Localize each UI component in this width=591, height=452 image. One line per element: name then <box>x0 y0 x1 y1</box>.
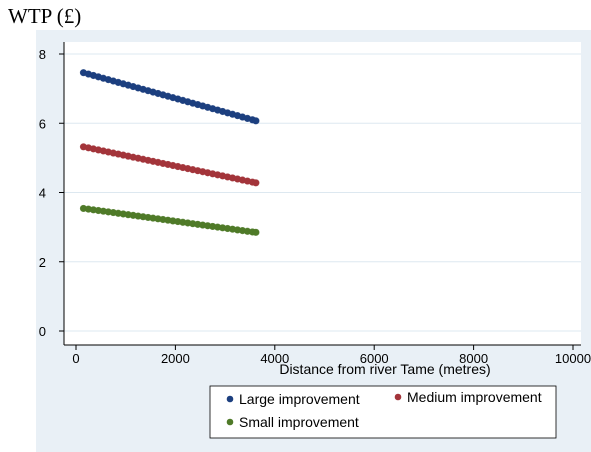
y-axis-label: WTP (£) <box>8 4 81 29</box>
legend-label: Small improvement <box>239 414 359 430</box>
data-point <box>253 229 260 236</box>
legend-label: Medium improvement <box>407 389 542 405</box>
data-point <box>253 180 260 187</box>
x-tick-label: 0 <box>72 351 79 366</box>
x-tick-label: 2000 <box>161 351 190 366</box>
y-tick-label: 4 <box>39 186 46 201</box>
legend-marker <box>227 396 234 403</box>
data-point <box>253 118 260 125</box>
legend-marker <box>227 419 234 426</box>
x-axis-label: Distance from river Tame (metres) <box>279 361 490 377</box>
y-tick-label: 8 <box>39 47 46 62</box>
legend-label: Large improvement <box>239 391 360 407</box>
legend-marker <box>395 394 402 401</box>
y-tick-label: 6 <box>39 116 46 131</box>
y-tick-label: 2 <box>39 255 46 270</box>
legend: Large improvement Medium improvement Small… <box>210 386 556 438</box>
y-tick-label: 0 <box>39 324 46 339</box>
x-tick-label: 10000 <box>555 351 591 366</box>
